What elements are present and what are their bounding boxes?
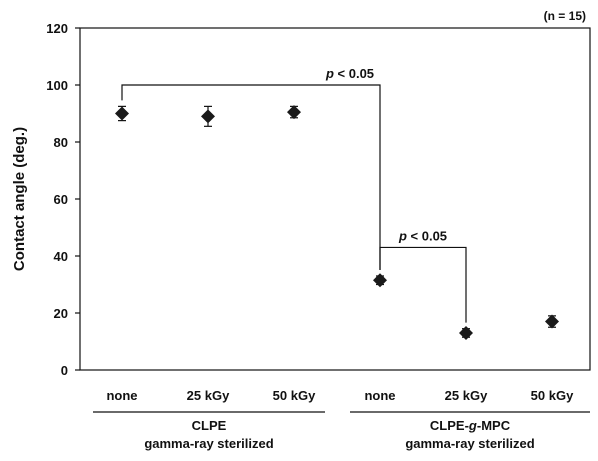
x-category-label: 25 kGy: [445, 388, 488, 403]
data-points: [115, 105, 559, 340]
group-label-line1: CLPE-g-MPC: [430, 418, 511, 433]
x-category-label: 25 kGy: [187, 388, 230, 403]
y-tick-label: 60: [54, 192, 68, 207]
y-tick-label: 100: [46, 78, 68, 93]
y-tick-label: 0: [61, 363, 68, 378]
significance-bracket: [121, 84, 381, 270]
x-category-labels: none 25 kGy 50 kGy none 25 kGy 50 kGy: [106, 388, 574, 403]
data-point-marker: [545, 314, 559, 329]
y-tick-label: 120: [46, 21, 68, 36]
y-axis: 0 20 40 60 80 100 120: [46, 21, 80, 378]
group-label-line2: gamma-ray sterilized: [405, 436, 534, 451]
y-axis-title: Contact angle (deg.): [11, 127, 28, 271]
data-point-marker: [115, 106, 129, 121]
x-category-label: none: [106, 388, 137, 403]
group-labels: CLPE gamma-ray sterilized CLPE-g-MPC gamma-…: [93, 411, 590, 451]
significance-label: p < 0.05: [398, 228, 447, 243]
x-category-label: 50 kGy: [273, 388, 316, 403]
group-label-line1: CLPE: [192, 418, 227, 433]
y-tick-label: 20: [54, 306, 68, 321]
y-tick-label: 80: [54, 135, 68, 150]
x-category-label: 50 kGy: [531, 388, 574, 403]
significance-label: p < 0.05: [325, 66, 374, 81]
x-category-label: none: [364, 388, 395, 403]
significance-bracket: [379, 246, 467, 323]
data-point-marker: [287, 105, 301, 120]
data-point-marker: [459, 325, 473, 340]
y-tick-label: 40: [54, 249, 68, 264]
data-point-marker: [201, 109, 215, 124]
significance-brackets: p < 0.05 p < 0.05: [121, 66, 467, 323]
data-point-marker: [373, 273, 387, 288]
group-label-line2: gamma-ray sterilized: [144, 436, 273, 451]
sample-size-note: (n = 15): [544, 9, 586, 23]
